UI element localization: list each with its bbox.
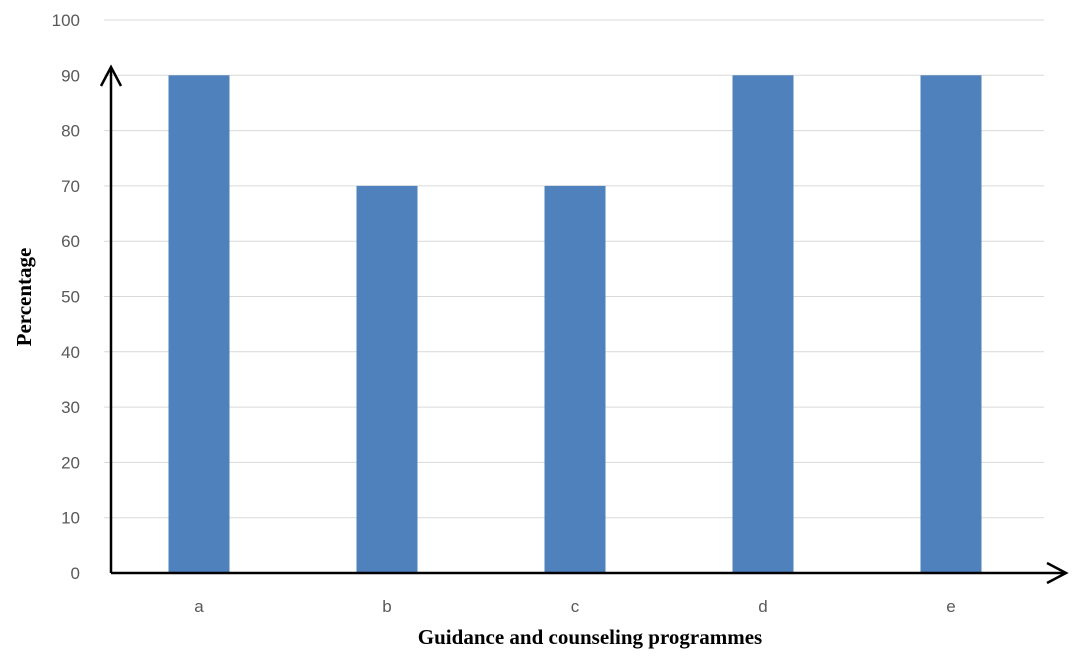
bars: [168, 75, 982, 574]
y-tick-label: 90: [61, 66, 80, 85]
y-tick-label: 80: [61, 122, 80, 141]
bar-e: [920, 75, 982, 574]
bar-a: [168, 75, 230, 574]
bar-b: [356, 185, 418, 573]
axes: [99, 64, 1069, 585]
x-tick-label: e: [946, 597, 955, 616]
y-tick-label: 60: [61, 232, 80, 251]
x-tick-label: b: [382, 597, 391, 616]
x-tick-label: c: [571, 597, 580, 616]
x-axis-arrow: [1046, 561, 1069, 585]
y-axis-arrow: [99, 64, 123, 87]
y-tick-label: 20: [61, 453, 80, 472]
x-tick-labels: a b c d e: [194, 597, 955, 616]
y-tick-label: 10: [61, 509, 80, 528]
y-tick-label: 50: [61, 288, 80, 307]
bar-d: [732, 75, 794, 574]
y-tick-labels: 0 10 20 30 40 50 60 70 80 90 100: [52, 11, 80, 583]
x-tick-label: a: [194, 597, 204, 616]
y-tick-label: 70: [61, 177, 80, 196]
y-tick-label: 0: [71, 564, 80, 583]
y-axis-title: Percentage: [12, 248, 36, 347]
x-axis-title: Guidance and counseling programmes: [418, 625, 762, 649]
y-tick-label: 40: [61, 343, 80, 362]
y-tick-label: 100: [52, 11, 80, 30]
bar-c: [544, 185, 606, 573]
y-tick-label: 30: [61, 398, 80, 417]
x-tick-label: d: [758, 597, 767, 616]
